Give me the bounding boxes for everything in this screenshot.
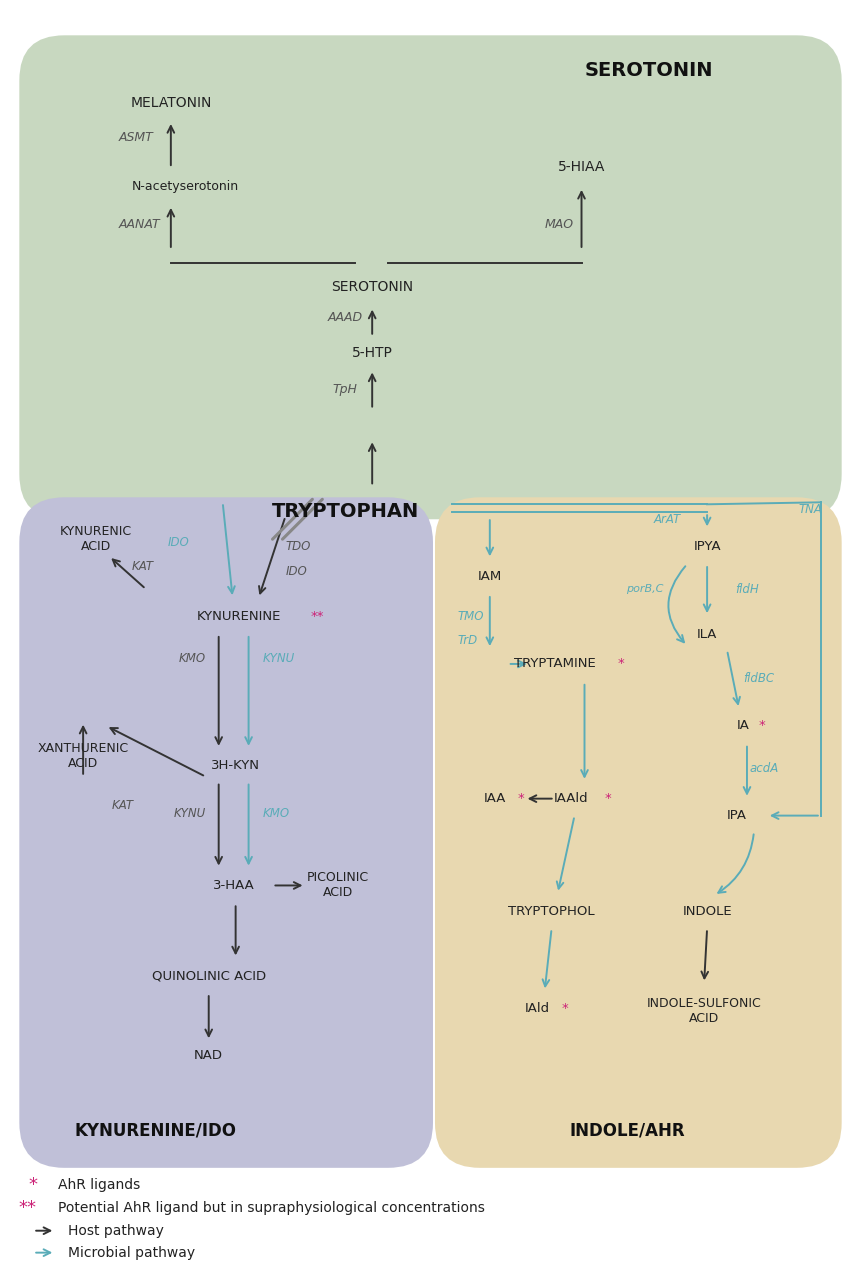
Text: N-acetyserotonin: N-acetyserotonin [133,181,239,194]
Text: INDOLE-SULFONIC
ACID: INDOLE-SULFONIC ACID [647,998,761,1026]
Text: TRYPTAMINE: TRYPTAMINE [514,657,596,670]
Text: *: * [561,1001,568,1014]
Text: IAld: IAld [525,1001,550,1014]
Text: ILA: ILA [697,628,717,641]
Text: KMO: KMO [263,808,289,820]
Text: *: * [604,792,611,805]
FancyBboxPatch shape [19,497,433,1168]
Text: **: ** [310,609,324,623]
Text: KYNURENIC
ACID: KYNURENIC ACID [60,525,132,553]
Text: **: ** [18,1199,36,1217]
Text: KMO: KMO [178,652,206,665]
Text: *: * [28,1176,38,1194]
Text: KAT: KAT [132,559,154,572]
Text: TpH: TpH [333,383,357,396]
Text: Microbial pathway: Microbial pathway [68,1246,195,1260]
Text: *: * [759,720,765,733]
Text: KYNU: KYNU [173,808,206,820]
Text: MAO: MAO [545,218,573,232]
FancyBboxPatch shape [19,36,842,520]
Text: acdA: acdA [749,762,778,775]
Text: 5-HIAA: 5-HIAA [558,161,605,175]
Text: KYNU: KYNU [263,652,294,665]
Text: IPYA: IPYA [693,540,721,553]
Text: 5-HTP: 5-HTP [352,345,393,359]
Text: IAAld: IAAld [554,792,589,805]
Text: KYNURENINE/IDO: KYNURENINE/IDO [75,1122,237,1140]
Text: TNA: TNA [799,503,823,516]
Text: porB,C: porB,C [626,583,663,594]
Text: TMO: TMO [458,609,485,623]
Text: PICOLINIC
ACID: PICOLINIC ACID [307,871,369,899]
Text: IPA: IPA [727,809,747,822]
Text: IAM: IAM [478,569,502,582]
Text: IA: IA [737,720,750,733]
Text: fldH: fldH [735,582,759,596]
Text: TrD: TrD [458,634,478,647]
Text: Host pathway: Host pathway [68,1224,164,1238]
Text: INDOLE: INDOLE [682,905,732,917]
Text: 3-HAA: 3-HAA [213,879,255,892]
Text: ASMT: ASMT [119,131,154,144]
Text: TDO: TDO [286,540,311,553]
Text: IDO: IDO [286,564,307,577]
Text: SEROTONIN: SEROTONIN [331,280,413,294]
Text: IAA: IAA [484,792,506,805]
Text: MELATONIN: MELATONIN [130,96,212,110]
FancyBboxPatch shape [435,497,842,1168]
Text: QUINOLINIC ACID: QUINOLINIC ACID [152,970,266,982]
Text: XANTHURENIC
ACID: XANTHURENIC ACID [38,741,128,769]
Text: TRYPTOPHOL: TRYPTOPHOL [508,905,595,917]
Text: INDOLE/AHR: INDOLE/AHR [569,1122,685,1140]
Text: AhR ligands: AhR ligands [59,1177,140,1191]
Text: TRYPTOPHAN: TRYPTOPHAN [272,502,419,521]
Text: NAD: NAD [195,1049,223,1061]
Text: SEROTONIN: SEROTONIN [585,61,714,80]
Text: Potential AhR ligand but in supraphysiological concentrations: Potential AhR ligand but in supraphysiol… [59,1201,485,1214]
Text: AANAT: AANAT [119,218,161,232]
Text: 3H-KYN: 3H-KYN [211,759,260,772]
Text: IDO: IDO [168,535,189,549]
Text: fldBC: fldBC [743,673,775,685]
Text: AAAD: AAAD [328,311,362,324]
Text: ArAT: ArAT [653,512,681,526]
Text: KAT: KAT [112,799,134,812]
Text: *: * [617,657,624,670]
Text: *: * [517,792,524,805]
Text: KYNURENINE: KYNURENINE [196,609,281,623]
